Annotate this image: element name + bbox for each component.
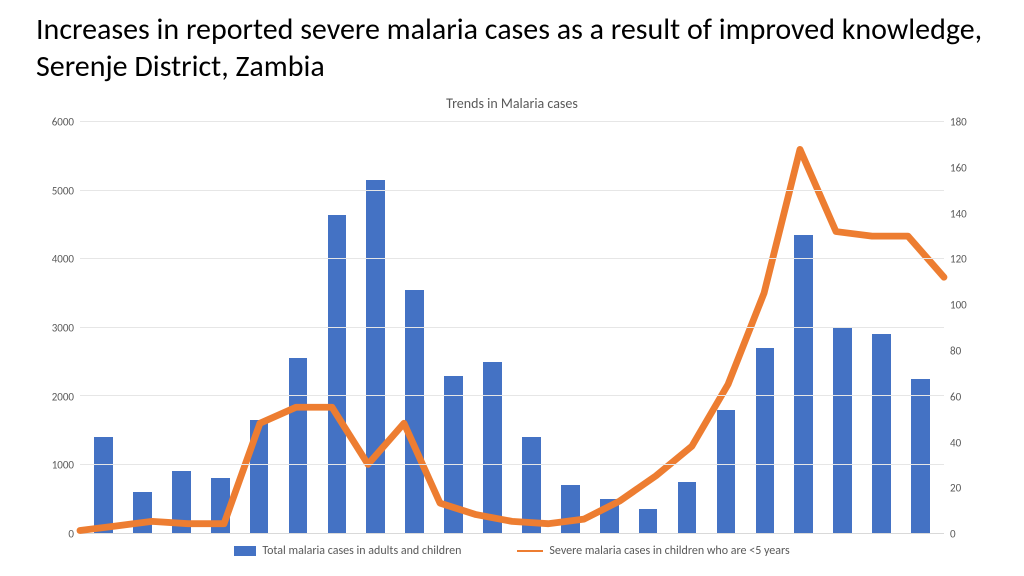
y-right-tick: 160 — [944, 161, 988, 174]
y-left-tick: 4000 — [36, 253, 80, 266]
y-left-tick: 1000 — [36, 459, 80, 472]
gridline — [80, 464, 944, 465]
line-swatch-icon — [517, 550, 543, 552]
legend-bar-label: Total malaria cases in adults and childr… — [262, 544, 461, 558]
y-left-tick: 2000 — [36, 390, 80, 403]
gridline — [80, 327, 944, 328]
legend-line-label: Severe malaria cases in children who are… — [549, 544, 789, 558]
gridline — [80, 121, 944, 122]
legend-item-bars: Total malaria cases in adults and childr… — [234, 544, 461, 558]
y-left-tick: 6000 — [36, 116, 80, 129]
chart-plot-area: 0100020003000400050006000 02040608010012… — [36, 122, 988, 534]
legend: Total malaria cases in adults and childr… — [36, 534, 988, 558]
y-right-tick: 20 — [944, 482, 988, 495]
bar-swatch-icon — [234, 546, 256, 556]
y-right-tick: 60 — [944, 390, 988, 403]
gridline — [80, 190, 944, 191]
chart: 0100020003000400050006000 02040608010012… — [36, 122, 988, 558]
y-right-tick: 80 — [944, 344, 988, 357]
y-right-tick: 40 — [944, 436, 988, 449]
page-title: Increases in reported severe malaria cas… — [36, 12, 988, 85]
chart-subtitle: Trends in Malaria cases — [36, 95, 988, 112]
gridline — [80, 395, 944, 396]
y-left-tick: 5000 — [36, 184, 80, 197]
y-axis-left: 0100020003000400050006000 — [36, 122, 80, 534]
y-right-tick: 0 — [944, 528, 988, 541]
line-series — [80, 122, 944, 533]
y-axis-right: 020406080100120140160180 — [944, 122, 988, 534]
legend-item-line: Severe malaria cases in children who are… — [517, 544, 789, 558]
y-right-tick: 140 — [944, 207, 988, 220]
y-right-tick: 100 — [944, 299, 988, 312]
y-left-tick: 3000 — [36, 322, 80, 335]
line-path — [80, 150, 944, 531]
gridline — [80, 258, 944, 259]
plot-region — [80, 122, 944, 534]
y-right-tick: 120 — [944, 253, 988, 266]
slide: Increases in reported severe malaria cas… — [0, 0, 1024, 576]
y-left-tick: 0 — [36, 528, 80, 541]
y-right-tick: 180 — [944, 116, 988, 129]
